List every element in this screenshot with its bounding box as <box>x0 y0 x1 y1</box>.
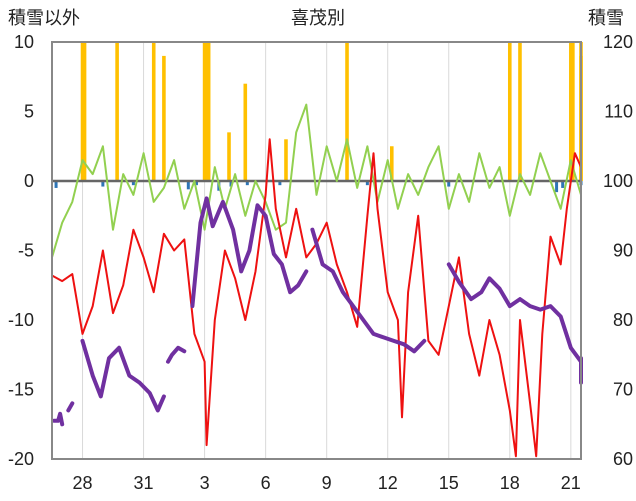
snow-change-bar <box>186 181 190 190</box>
precipitation-bar <box>82 42 87 181</box>
chart-title: 喜茂別 <box>291 8 345 28</box>
right-tick-label: 120 <box>603 32 633 52</box>
precipitation-bar <box>284 139 288 181</box>
right-tick-label: 80 <box>613 310 633 330</box>
precipitation-bar <box>227 132 231 181</box>
snow-change-bar <box>365 181 369 186</box>
left-tick-label: -20 <box>8 449 34 469</box>
right-tick-label: 110 <box>604 102 633 122</box>
snow-depth-line <box>66 401 75 413</box>
precipitation-bar <box>243 83 248 181</box>
right-tick-label: 60 <box>613 449 633 469</box>
snow-change-bar <box>561 181 565 188</box>
x-tick-label: 3 <box>200 473 210 493</box>
right-tick-label: 90 <box>613 241 633 261</box>
left-tick-label: -10 <box>8 310 34 330</box>
x-tick-label: 9 <box>322 473 332 493</box>
precipitation-bar <box>162 55 166 181</box>
right-tick-label: 100 <box>603 171 633 191</box>
precipitation-bar <box>202 42 207 181</box>
snow-change-bar <box>229 181 233 187</box>
x-tick-label: 31 <box>134 473 154 493</box>
snow-change-bar <box>131 181 135 186</box>
precipitation-bar <box>569 42 573 181</box>
precipitation-bar <box>571 42 575 181</box>
x-tick-label: 15 <box>439 473 459 493</box>
x-axis-ticks: 28 31 3 6 9 12 15 18 21 <box>73 473 581 493</box>
left-tick-label: -15 <box>8 380 34 400</box>
snow-change-bar <box>54 181 58 188</box>
wind-line <box>51 103 582 259</box>
snow-change-bar <box>447 181 451 187</box>
snow-depth-line <box>190 196 309 309</box>
plot-frame <box>51 41 582 460</box>
left-tick-label: 10 <box>14 32 34 52</box>
right-axis-label: 積雪 <box>588 8 624 28</box>
precipitation-bar <box>518 42 522 181</box>
x-tick-label: 6 <box>261 473 271 493</box>
x-tick-label: 28 <box>73 473 93 493</box>
left-tick-label: 5 <box>24 102 34 122</box>
snow-depth-line <box>166 345 187 364</box>
precipitation-bar <box>80 42 85 181</box>
snow-depth-line <box>52 411 65 427</box>
precipitation-bar <box>389 146 394 181</box>
snow-change-bar <box>278 181 282 186</box>
precipitation-bar <box>151 42 156 181</box>
precipitation-bar <box>507 42 512 181</box>
right-tick-label: 70 <box>613 380 633 400</box>
snow-change-bar <box>194 181 198 186</box>
left-tick-label: 0 <box>24 171 34 191</box>
x-tick-label: 21 <box>561 473 581 493</box>
x-tick-label: 18 <box>500 473 520 493</box>
snow-change-bar <box>101 181 105 187</box>
snow-depth-line <box>80 338 166 413</box>
right-axis-ticks: 120 110 100 90 80 70 60 <box>603 32 633 469</box>
left-axis-label: 積雪以外 <box>8 8 80 28</box>
snow-change-bar <box>555 181 559 193</box>
x-tick-label: 12 <box>378 473 398 493</box>
series-layer <box>51 103 583 458</box>
precipitation-bar <box>345 42 349 181</box>
snow-change-bar <box>245 181 249 186</box>
precipitation-bar <box>115 42 119 181</box>
left-axis-ticks: 10 5 0 -5 -10 -15 -20 <box>8 32 34 469</box>
precipitation-bar <box>206 42 211 181</box>
snow-depth-line <box>310 227 427 354</box>
precipitation-bar <box>204 42 209 181</box>
left-tick-label: -5 <box>18 241 34 261</box>
